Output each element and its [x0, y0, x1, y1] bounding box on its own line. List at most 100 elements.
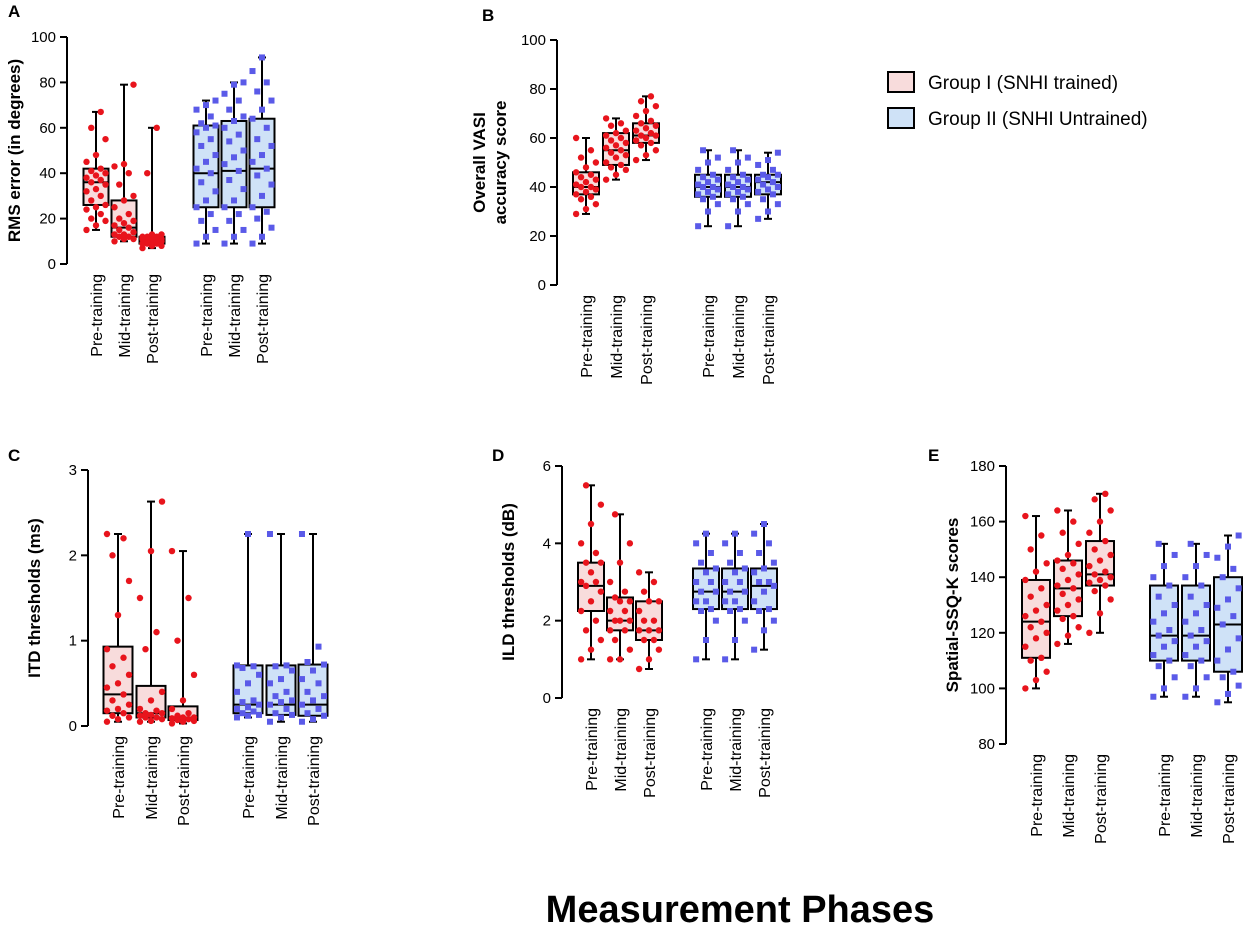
data-point	[700, 174, 707, 181]
data-point	[744, 176, 751, 183]
data-point	[139, 240, 146, 247]
box-iqr	[724, 173, 752, 198]
data-point	[83, 158, 90, 166]
data-point	[1102, 568, 1109, 575]
y-tick-label: 60	[529, 130, 546, 147]
data-point	[158, 235, 165, 243]
data-point	[203, 158, 209, 165]
box-group	[232, 531, 264, 721]
data-point	[607, 149, 615, 156]
data-point	[1203, 674, 1210, 681]
data-point	[1203, 551, 1210, 558]
data-point	[582, 559, 590, 566]
data-point	[109, 697, 116, 704]
data-point	[226, 106, 233, 113]
data-point	[765, 174, 771, 181]
data-point	[587, 183, 595, 191]
category-label: Mid-training	[227, 274, 244, 358]
data-point	[612, 129, 620, 137]
data-point	[147, 547, 155, 555]
data-point	[83, 206, 90, 213]
y-tick-label: 100	[31, 29, 56, 46]
data-point	[645, 627, 653, 634]
data-point	[153, 124, 160, 131]
box-group	[167, 547, 199, 727]
data-point	[735, 179, 741, 186]
data-point	[103, 684, 111, 691]
data-point	[774, 201, 781, 208]
data-point	[263, 165, 270, 172]
data-point	[592, 200, 600, 208]
data-point	[1027, 546, 1034, 553]
data-point	[572, 191, 580, 198]
data-point	[263, 208, 270, 215]
data-point	[725, 166, 732, 173]
data-point	[652, 102, 660, 110]
y-axis-title-line: ILD thresholds (dB)	[499, 503, 518, 661]
data-point	[703, 569, 709, 576]
data-point	[1214, 657, 1221, 664]
y-tick-label: 0	[543, 690, 551, 707]
data-point	[1075, 596, 1082, 603]
data-point	[732, 598, 738, 605]
category-label: Post-training	[306, 736, 323, 826]
data-point	[298, 531, 305, 537]
category-label: Post-training	[757, 708, 774, 798]
data-point	[1070, 518, 1077, 525]
data-point	[193, 165, 200, 172]
data-point	[736, 579, 743, 585]
y-tick-label: 20	[39, 211, 56, 228]
data-point	[130, 217, 137, 225]
data-point	[1022, 576, 1029, 584]
data-point	[125, 701, 133, 708]
data-point	[1235, 682, 1242, 689]
y-tick-label: 2	[543, 613, 551, 630]
data-point	[245, 680, 251, 687]
data-point	[607, 122, 615, 129]
data-point	[1107, 507, 1114, 514]
data-point	[712, 617, 719, 624]
data-point	[606, 627, 614, 634]
data-point	[577, 174, 585, 181]
data-point	[256, 711, 263, 718]
box-group	[192, 97, 220, 247]
box-iqr	[694, 173, 722, 198]
data-point	[650, 578, 658, 586]
y-tick-label: 100	[521, 32, 546, 49]
data-point	[125, 671, 133, 678]
data-point	[709, 171, 716, 178]
data-point	[1166, 657, 1173, 664]
data-point	[168, 720, 176, 727]
data-point	[582, 205, 590, 213]
data-point	[83, 174, 90, 181]
data-point	[1171, 638, 1178, 645]
data-point	[765, 157, 771, 164]
box-group	[721, 530, 749, 663]
data-point	[1070, 585, 1077, 592]
data-point	[751, 530, 758, 537]
data-point	[153, 233, 160, 240]
data-point	[727, 559, 734, 566]
data-point	[597, 588, 605, 595]
data-point	[203, 124, 209, 131]
data-point	[298, 701, 305, 708]
data-point	[144, 170, 151, 177]
data-point	[1075, 624, 1082, 631]
data-point	[109, 552, 116, 559]
data-point	[310, 716, 316, 723]
data-point	[693, 598, 700, 605]
data-point	[116, 181, 123, 188]
data-point	[705, 208, 711, 215]
data-point	[125, 210, 132, 218]
category-label: Mid-training	[731, 295, 748, 379]
data-point	[1038, 532, 1045, 539]
data-point	[602, 132, 610, 139]
box-group	[577, 482, 605, 663]
data-point	[158, 242, 165, 250]
data-point	[1171, 674, 1178, 681]
category-label: Mid-training	[144, 736, 161, 820]
data-point	[158, 231, 165, 238]
data-point	[695, 166, 702, 173]
data-point	[707, 606, 714, 613]
data-point	[153, 238, 160, 245]
